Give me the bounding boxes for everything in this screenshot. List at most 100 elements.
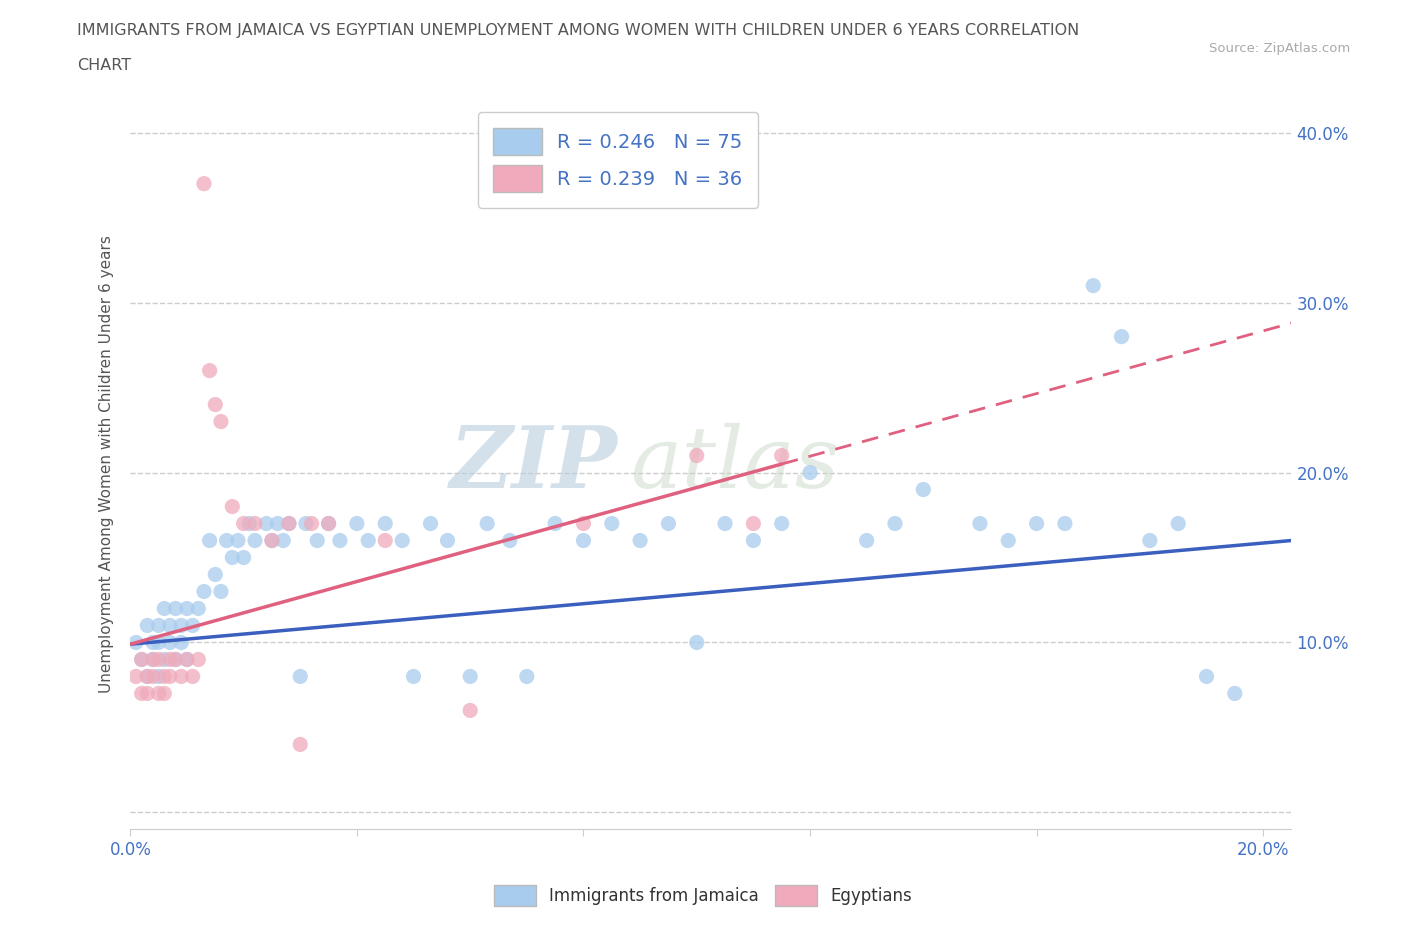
Point [260,533,283,548]
Point [686,635,709,650]
Point [374,533,396,548]
Point [770,516,793,531]
Point [295,516,318,531]
Point [148,635,170,650]
Point [301,516,323,531]
Point [148,652,170,667]
Point [125,669,148,684]
Point [204,567,226,582]
Point [544,516,567,531]
Point [1167,516,1189,531]
Point [198,363,221,378]
Point [153,601,176,616]
Point [193,584,215,599]
Point [165,652,187,667]
Point [1053,516,1076,531]
Point [148,669,170,684]
Point [271,533,294,548]
Point [170,635,193,650]
Point [742,516,765,531]
Point [165,601,187,616]
Point [436,533,458,548]
Point [209,414,232,429]
Point [329,533,352,548]
Point [1083,278,1105,293]
Point [600,516,623,531]
Point [181,618,204,633]
Point [855,533,877,548]
Point [912,482,935,497]
Point [266,516,288,531]
Point [136,686,159,701]
Point [153,686,176,701]
Point [419,516,441,531]
Point [458,669,481,684]
Point [969,516,991,531]
Point [131,652,153,667]
Point [153,669,176,684]
Point [159,635,181,650]
Point [499,533,522,548]
Point [176,652,198,667]
Point [346,516,368,531]
Point [714,516,737,531]
Point [232,550,254,565]
Point [209,584,232,599]
Legend: R = 0.246   N = 75, R = 0.239   N = 36: R = 0.246 N = 75, R = 0.239 N = 36 [478,113,758,208]
Point [290,737,312,751]
Point [226,533,249,548]
Point [374,516,396,531]
Point [1111,329,1133,344]
Point [770,448,793,463]
Point [142,652,165,667]
Point [136,618,159,633]
Point [357,533,380,548]
Point [181,669,204,684]
Legend: Immigrants from Jamaica, Egyptians: Immigrants from Jamaica, Egyptians [488,879,918,912]
Point [997,533,1019,548]
Point [159,669,181,684]
Point [1195,669,1218,684]
Point [142,635,165,650]
Point [176,652,198,667]
Point [142,669,165,684]
Text: atlas: atlas [630,423,839,505]
Point [198,533,221,548]
Point [221,499,243,514]
Point [204,397,226,412]
Point [307,533,329,548]
Point [165,652,187,667]
Point [159,652,181,667]
Point [125,635,148,650]
Point [884,516,907,531]
Point [142,652,165,667]
Point [243,533,266,548]
Text: ZIP: ZIP [450,422,619,506]
Text: IMMIGRANTS FROM JAMAICA VS EGYPTIAN UNEMPLOYMENT AMONG WOMEN WITH CHILDREN UNDER: IMMIGRANTS FROM JAMAICA VS EGYPTIAN UNEM… [77,23,1080,38]
Point [686,448,709,463]
Point [628,533,651,548]
Point [290,669,312,684]
Point [458,703,481,718]
Point [318,516,340,531]
Point [402,669,425,684]
Point [232,516,254,531]
Text: Source: ZipAtlas.com: Source: ZipAtlas.com [1209,42,1350,55]
Point [170,669,193,684]
Point [475,516,498,531]
Point [215,533,238,548]
Point [657,516,679,531]
Point [1223,686,1246,701]
Point [572,533,595,548]
Point [136,669,159,684]
Point [221,550,243,565]
Point [1025,516,1047,531]
Point [131,652,153,667]
Point [148,686,170,701]
Point [277,516,299,531]
Point [260,533,283,548]
Point [243,516,266,531]
Point [187,652,209,667]
Point [277,516,299,531]
Point [391,533,413,548]
